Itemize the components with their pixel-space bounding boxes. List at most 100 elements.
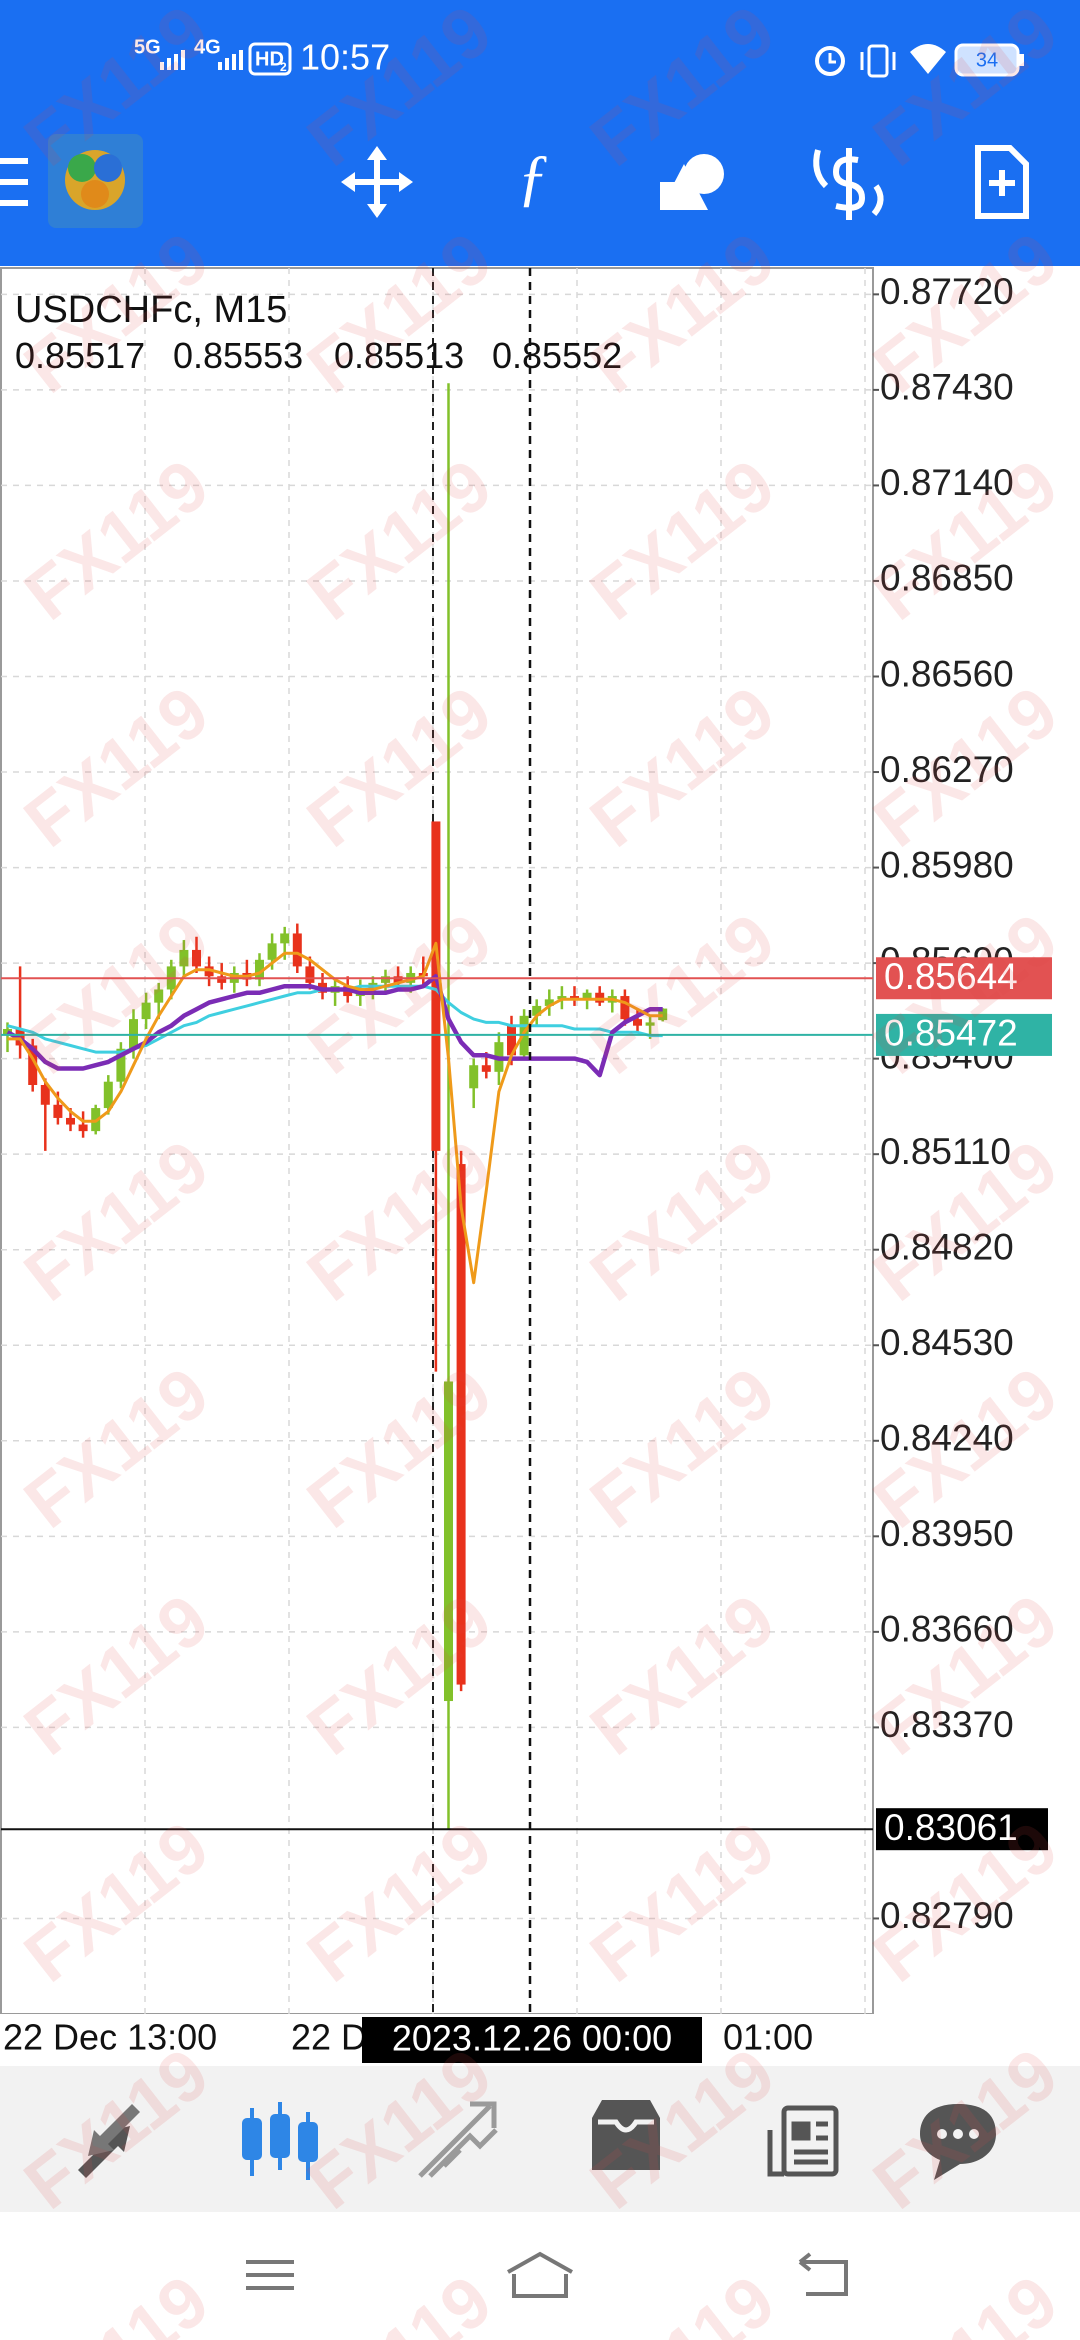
candle-body [544,999,554,1006]
menu-button[interactable] [0,158,28,206]
candle-body [116,1048,126,1082]
quotes-tab[interactable] [78,2104,140,2178]
watermark: FX119 [293,2260,506,2340]
ohlc-value: 0.85517 [15,335,145,376]
y-tick-label: 0.86270 [880,749,1014,790]
candle-body [305,966,315,983]
candle-body [456,1164,466,1685]
candle-body [28,1045,38,1085]
candle-body [192,949,201,967]
watermark: FX119 [10,2260,223,2340]
ohlc-value: 0.85552 [492,335,622,376]
crosshair-price-tag [876,1808,1048,1851]
y-tick-label: 0.85110 [880,1131,1011,1172]
y-tick-label: 0.83370 [880,1704,1014,1745]
candle-body [507,1025,516,1056]
battery-level: 34 [976,49,998,71]
ohlc-readout: 0.85517 0.85553 0.85513 0.85552 [15,335,622,376]
news-tab[interactable] [767,2105,839,2177]
candle-body [154,989,164,1003]
history-tab[interactable] [592,2100,660,2170]
price-tag [876,1013,1052,1056]
candle-body [633,1019,642,1026]
back-button[interactable] [798,2252,848,2296]
y-tick-label: 0.86560 [880,653,1014,694]
signal-icon [218,50,243,70]
ohlc-value: 0.85553 [173,335,303,376]
crosshair-time-label: 2023.12.26 00:00 [392,2018,672,2059]
chat-tab[interactable] [920,2104,996,2180]
objects-tool[interactable] [660,154,724,210]
home-button[interactable] [507,2251,573,2298]
y-tick-label: 0.84240 [880,1418,1014,1459]
moving-average [7,941,663,1285]
candle-body [255,959,264,980]
y-tick-label: 0.87140 [880,462,1014,503]
toolbar: ƒ [0,134,1029,228]
nav-bar [246,2251,848,2298]
app-logo[interactable] [48,134,143,228]
y-tick-label: 0.84820 [880,1226,1014,1267]
crosshair-time-tag [362,2017,702,2063]
y-tick-label: 0.83950 [880,1513,1014,1554]
candle-body [217,976,227,983]
trade-tool[interactable] [813,148,884,220]
candle-body [532,1005,542,1016]
battery-tip [1019,54,1024,66]
new-order-tool[interactable] [975,145,1029,219]
candle-body [582,992,592,1000]
status-bar: 5G 4G HD 2 10:57 34 [134,36,1024,78]
candle-body [40,1084,50,1105]
move-tool[interactable] [341,146,413,218]
candle-body [620,996,630,1020]
x-tick-label: 01:00 [723,2017,813,2058]
price-tag-label: 0.85472 [884,1013,1018,1054]
candle-body [141,1002,151,1020]
network-label: 5G [134,36,161,58]
y-tick-label: 0.86850 [880,558,1014,599]
battery-icon [954,43,1020,77]
candle-body [103,1081,113,1109]
hd-label: HD [255,48,284,70]
signal-icon [160,50,185,70]
candle-body [645,1022,655,1026]
x-tick-label: 22 D [291,2017,367,2058]
candle-body [557,996,567,1000]
candle-body [53,1104,63,1118]
candle-body [204,966,214,977]
recent-apps-button[interactable] [246,2260,294,2290]
bottom-toolbar-bg [0,2066,1080,2212]
x-tick-label: 22 Dec 13:00 [3,2017,217,2058]
candle-body [3,1028,12,1036]
y-tick-label: 0.87430 [880,367,1014,408]
candle-body [78,1124,88,1132]
alarm-icon [815,46,845,76]
y-tick-label: 0.83660 [880,1609,1014,1650]
plot-area [1,268,873,2014]
y-tick-label: 0.82790 [880,1895,1014,1936]
indicator-tool[interactable]: ƒ [517,142,549,213]
candle-body [280,933,290,944]
header-bg [0,0,1080,266]
chart-title: USDCHFc, M15 [15,289,287,331]
price-axis: 0.87720 0.87430 0.87140 0.86850 0.86560 0.862… [873,271,1052,1936]
crosshair-price-label: 0.83061 [884,1807,1018,1848]
candle-body [431,821,441,1151]
time-axis: 22 Dec 13:00 22 D 01:00 2023.12.26 00:00 [3,2017,813,2063]
candle-body [595,992,605,1003]
candle-body [292,933,302,967]
price-tag [876,957,1052,1000]
candle-body [267,943,277,960]
watermark: FX119 [576,2260,789,2340]
hd-sub: 2 [280,60,287,74]
chart-tab[interactable] [242,2102,318,2180]
y-tick-label: 0.85980 [880,844,1014,885]
candle-body [393,976,403,983]
watermark: FX119 [859,2260,1072,2340]
hd-box [248,42,292,76]
trade-tab[interactable] [418,2101,498,2178]
price-tag-label: 0.85644 [884,956,1018,997]
candle-body [469,1065,479,1089]
candle-body [381,976,390,983]
